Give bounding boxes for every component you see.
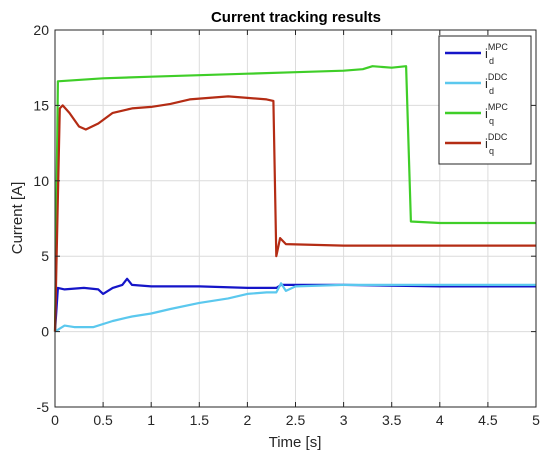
legend-entry-id-mpc: iMPC d — [485, 42, 508, 66]
chart-title: Current tracking results — [211, 9, 381, 26]
x-tick-label: 2.5 — [286, 412, 306, 428]
legend-entry-id-ddc: iDDC d — [485, 72, 508, 96]
x-tick-label: 3 — [340, 412, 348, 428]
x-tick-label: 1.5 — [190, 412, 210, 428]
y-tick-label: -5 — [37, 399, 50, 415]
legend: iMPC d iDDC d iMPC q iDDC q — [438, 35, 532, 165]
series-line-id-ddc — [54, 282, 536, 333]
y-tick-label: 0 — [41, 324, 49, 340]
y-tick-label: 15 — [33, 97, 49, 113]
x-tick-label: 0.5 — [93, 412, 113, 428]
y-tick-label: 5 — [41, 248, 49, 264]
x-tick-label: 4.5 — [478, 412, 498, 428]
x-tick-label: 2 — [244, 412, 252, 428]
x-tick-label: 1 — [147, 412, 155, 428]
legend-entry-iq-ddc: iDDC q — [485, 132, 508, 156]
x-tick-label: 0 — [51, 412, 59, 428]
x-tick-label: 5 — [532, 412, 540, 428]
series-line-iq-ddc — [53, 95, 536, 332]
x-axis-label: Time [s] — [269, 434, 322, 451]
y-axis-label: Current [A] — [9, 182, 26, 255]
series-line-id-mpc — [53, 277, 536, 332]
x-tick-label: 3.5 — [382, 412, 402, 428]
series-line-iq-mpc — [53, 65, 536, 332]
x-tick-label: 4 — [436, 412, 444, 428]
y-tick-label: 20 — [33, 22, 49, 38]
y-tick-label: 10 — [33, 173, 49, 189]
legend-entry-iq-mpc: iMPC q — [485, 102, 508, 126]
